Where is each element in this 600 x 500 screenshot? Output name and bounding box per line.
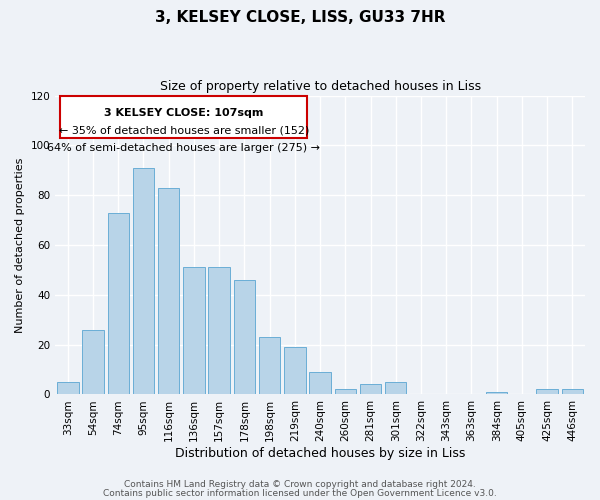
Text: Contains public sector information licensed under the Open Government Licence v3: Contains public sector information licen… (103, 488, 497, 498)
Bar (183, 268, 205, 394)
Bar (208, 268, 230, 394)
Bar (536, 390, 558, 394)
Bar (107, 212, 129, 394)
Text: 3 KELSEY CLOSE: 107sqm: 3 KELSEY CLOSE: 107sqm (104, 108, 263, 118)
Text: ← 35% of detached houses are smaller (152): ← 35% of detached houses are smaller (15… (59, 126, 309, 136)
Bar (562, 390, 583, 394)
Text: 64% of semi-detached houses are larger (275) →: 64% of semi-detached houses are larger (… (47, 144, 320, 154)
Title: Size of property relative to detached houses in Liss: Size of property relative to detached ho… (160, 80, 481, 93)
FancyBboxPatch shape (60, 96, 307, 138)
Bar (133, 168, 154, 394)
Bar (486, 392, 508, 394)
Bar (57, 382, 79, 394)
Bar (385, 382, 406, 394)
Bar (360, 384, 381, 394)
Bar (335, 390, 356, 394)
Text: Contains HM Land Registry data © Crown copyright and database right 2024.: Contains HM Land Registry data © Crown c… (124, 480, 476, 489)
Bar (310, 372, 331, 394)
Bar (158, 188, 179, 394)
Y-axis label: Number of detached properties: Number of detached properties (15, 158, 25, 332)
Bar (259, 337, 280, 394)
Text: 3, KELSEY CLOSE, LISS, GU33 7HR: 3, KELSEY CLOSE, LISS, GU33 7HR (155, 10, 445, 25)
Bar (233, 280, 255, 394)
Bar (82, 330, 104, 394)
X-axis label: Distribution of detached houses by size in Liss: Distribution of detached houses by size … (175, 447, 465, 460)
Bar (284, 347, 305, 395)
